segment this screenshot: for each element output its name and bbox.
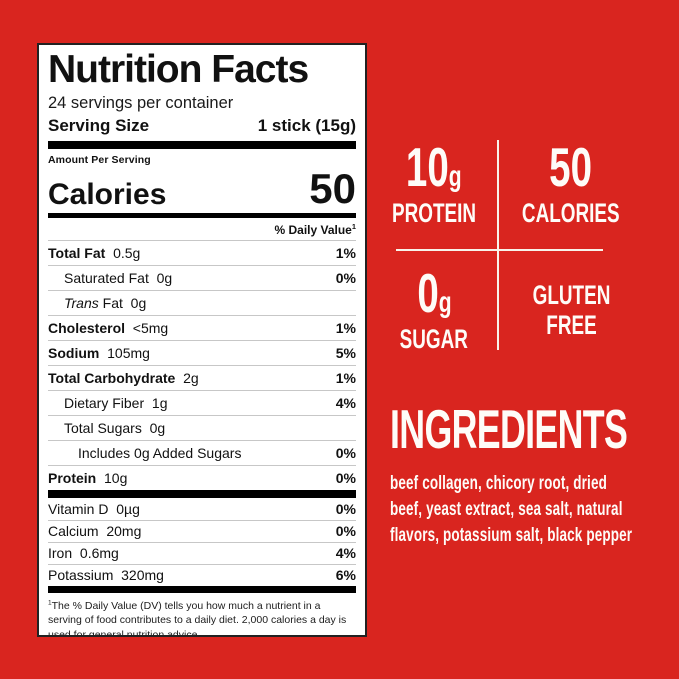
nutrient-daily-value: 0% <box>335 469 356 486</box>
separator-thick <box>48 489 356 498</box>
calories-highlight: 50 CALORIES <box>498 118 670 250</box>
daily-value-footnote: 1The % Daily Value (DV) tells you how mu… <box>48 593 356 637</box>
nutrient-row: Trans Fat 0g <box>48 289 356 315</box>
nutrient-name: Protein 10g <box>48 469 128 486</box>
nutrient-daily-value: 1% <box>335 319 356 336</box>
nutrient-name: Iron 0.6mg <box>48 545 119 562</box>
gluten-free-line2: FREE <box>545 310 597 340</box>
protein-highlight: 10g PROTEIN <box>390 118 498 250</box>
nutrition-facts-panel: Nutrition Facts 24 servings per containe… <box>37 43 367 637</box>
amount-per-serving-label: Amount Per Serving <box>48 153 151 166</box>
nutrient-daily-value: 6% <box>335 567 356 584</box>
nutrient-row: Calcium 20mg 0% <box>48 519 356 542</box>
nutrient-row: Total Carbohydrate 2g 1% <box>48 364 356 390</box>
daily-value-header-text: % Daily Value <box>274 222 352 237</box>
vertical-divider <box>497 140 499 350</box>
nutrient-row: Potassium 320mg 6% <box>48 563 356 586</box>
calories-value: 50 <box>309 164 356 212</box>
nutrient-row: Includes 0g Added Sugars 0% <box>48 439 356 465</box>
nutrient-name: Dietary Fiber 1g <box>64 394 168 411</box>
nutrient-row: Cholesterol <5mg 1% <box>48 314 356 340</box>
separator-thick <box>48 140 356 149</box>
sugar-number: 0 <box>416 261 439 324</box>
calories-label: Calories <box>48 177 167 211</box>
nutrient-daily-value: 0% <box>335 444 356 461</box>
nutrient-row: Protein 10g 0% <box>48 464 356 490</box>
nutrient-row: Dietary Fiber 1g 4% <box>48 389 356 415</box>
sugar-highlight: 0g SUGAR <box>390 250 498 370</box>
calories-number: 50 <box>549 135 593 198</box>
nutrient-name: Vitamin D 0µg <box>48 500 140 517</box>
sugar-value: 0g <box>417 265 452 321</box>
nutrient-daily-value: 0% <box>335 269 356 286</box>
protein-unit: g <box>448 159 462 193</box>
nutrient-name: Sodium 105mg <box>48 344 150 361</box>
nutrient-name: Includes 0g Added Sugars <box>78 444 242 461</box>
daily-value-superscript: 1 <box>351 221 356 231</box>
horizontal-divider <box>396 249 603 251</box>
nutrient-name: Total Fat 0.5g <box>48 244 141 261</box>
calories-highlight-label: CALORIES <box>522 197 620 228</box>
highlights-grid: 10g PROTEIN 50 CALORIES 0g SUGAR GLUTEN … <box>390 118 670 370</box>
nutrient-daily-value: 0% <box>335 523 356 540</box>
nutrient-daily-value: 5% <box>335 344 356 361</box>
ingredients-section: INGREDIENTS beef collagen, chicory root,… <box>390 402 675 550</box>
nutrient-daily-value: 1% <box>335 369 356 386</box>
gluten-free-line1: GLUTEN <box>532 279 610 310</box>
nutrient-name: Cholesterol <5mg <box>48 319 169 336</box>
footnote-superscript: 1 <box>48 599 52 607</box>
servings-per-container: 24 servings per container <box>48 93 234 112</box>
nutrient-row: Saturated Fat 0g 0% <box>48 264 356 290</box>
daily-value-header: % Daily Value1 <box>48 218 356 240</box>
calories-big-value: 50 <box>550 139 593 195</box>
nutrition-facts-title: Nutrition Facts <box>48 48 309 91</box>
footnote-text: The % Daily Value (DV) tells you how muc… <box>48 599 347 637</box>
nutrient-row: Vitamin D 0µg 0% <box>48 498 356 520</box>
serving-size-value: 1 stick (15g) <box>257 115 356 135</box>
nutrient-name: Calcium 20mg <box>48 523 142 540</box>
nutrient-row: Total Fat 0.5g 1% <box>48 239 356 265</box>
ingredients-text: beef collagen, chicory root, dried beef,… <box>390 473 633 547</box>
vitamin-rows: Vitamin D 0µg 0% Calcium 20mg 0% Iron 0.6mg 4… <box>48 498 356 586</box>
nutrient-name: Saturated Fat 0g <box>64 269 173 286</box>
nutrient-name: Trans Fat 0g <box>64 294 147 311</box>
nutrient-daily-value: 0% <box>335 500 356 517</box>
ingredients-heading: INGREDIENTS <box>390 398 628 460</box>
nutrient-name: Potassium 320mg <box>48 567 164 584</box>
sugar-label: SUGAR <box>399 323 469 354</box>
serving-size-label: Serving Size <box>48 115 150 135</box>
nutrient-row: Total Sugars 0g <box>48 414 356 440</box>
nutrient-daily-value: 4% <box>335 394 356 411</box>
separator-medium <box>48 585 356 593</box>
nutrient-row: Iron 0.6mg 4% <box>48 541 356 564</box>
nutrient-name: Total Sugars 0g <box>64 419 166 436</box>
calories-row: Calories 50 <box>48 164 356 212</box>
sugar-unit: g <box>438 285 452 319</box>
nutrient-daily-value: 1% <box>335 244 356 261</box>
protein-label: PROTEIN <box>392 197 477 228</box>
protein-value: 10g <box>406 139 462 195</box>
gluten-free-label: GLUTEN FREE <box>532 280 610 340</box>
nutrient-name: Total Carbohydrate 2g <box>48 369 199 386</box>
nutrient-rows: Total Fat 0.5g 1% Saturated Fat 0g 0% Trans … <box>48 239 356 490</box>
separator-medium <box>48 212 356 218</box>
serving-size-row: Serving Size 1 stick (15g) <box>48 116 356 136</box>
protein-number: 10 <box>406 135 449 198</box>
nutrient-row: Sodium 105mg 5% <box>48 339 356 365</box>
gluten-free-highlight: GLUTEN FREE <box>498 250 670 370</box>
nutrient-daily-value: 4% <box>335 545 356 562</box>
